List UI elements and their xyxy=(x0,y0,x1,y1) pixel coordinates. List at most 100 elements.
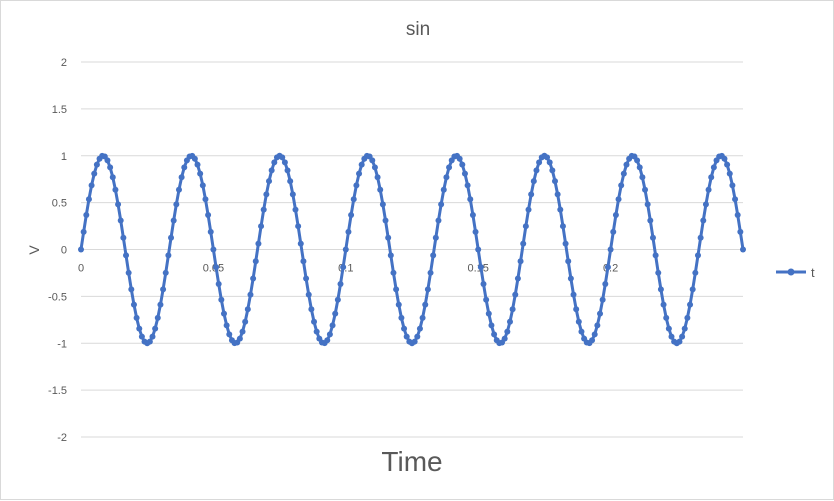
data-point xyxy=(567,275,574,282)
data-point xyxy=(520,240,527,247)
legend: t xyxy=(776,265,815,280)
data-point xyxy=(123,252,130,259)
data-point xyxy=(602,281,609,288)
data-point xyxy=(740,246,746,253)
data-point xyxy=(668,333,675,340)
data-point xyxy=(239,328,246,335)
data-point xyxy=(287,178,294,185)
data-point xyxy=(679,333,686,340)
data-point xyxy=(138,333,145,340)
data-point xyxy=(485,310,492,317)
data-point xyxy=(308,306,315,313)
data-point xyxy=(681,325,688,332)
data-point xyxy=(562,240,569,247)
data-point xyxy=(522,223,529,230)
data-point xyxy=(726,170,733,177)
data-point xyxy=(220,310,227,317)
series-layer xyxy=(78,152,746,347)
data-point xyxy=(427,269,434,276)
data-point xyxy=(446,164,453,171)
y-tick-label: 0 xyxy=(61,245,67,257)
data-point xyxy=(252,258,259,265)
data-point xyxy=(260,206,267,213)
y-tick-label: -1 xyxy=(57,338,67,350)
data-point xyxy=(197,170,204,177)
data-point xyxy=(660,301,667,308)
data-point xyxy=(83,211,90,218)
data-point xyxy=(311,318,318,325)
data-point xyxy=(175,186,182,193)
data-point xyxy=(424,286,431,293)
x-tick-label: 0.2 xyxy=(603,263,618,275)
data-point xyxy=(655,269,662,276)
data-point xyxy=(104,157,111,164)
data-point xyxy=(345,228,352,235)
data-point xyxy=(546,159,553,166)
data-point xyxy=(419,314,426,321)
data-point xyxy=(329,322,336,329)
data-point xyxy=(612,211,619,218)
y-tick-label: -2 xyxy=(57,432,67,444)
data-point xyxy=(702,201,709,208)
data-point xyxy=(88,182,95,189)
data-point xyxy=(528,191,535,198)
data-point xyxy=(459,161,466,168)
data-point xyxy=(705,186,712,193)
data-point xyxy=(403,333,410,340)
data-point xyxy=(236,335,243,342)
data-point xyxy=(604,264,611,271)
data-point xyxy=(374,174,381,181)
data-point xyxy=(514,275,521,282)
data-point xyxy=(512,291,519,298)
data-point xyxy=(557,206,564,213)
data-point xyxy=(393,286,400,293)
data-point xyxy=(152,325,159,332)
data-point xyxy=(422,301,429,308)
data-point xyxy=(390,269,397,276)
chart-title: sin xyxy=(406,19,430,40)
data-point xyxy=(342,246,349,253)
data-point xyxy=(125,269,132,276)
data-point xyxy=(597,310,604,317)
data-point xyxy=(517,258,524,265)
data-point xyxy=(358,161,365,168)
data-point xyxy=(305,291,312,298)
data-point xyxy=(697,234,704,241)
data-point xyxy=(115,201,122,208)
data-point xyxy=(332,310,339,317)
data-point xyxy=(636,164,643,171)
data-point xyxy=(724,161,731,168)
data-point xyxy=(477,264,484,271)
data-point xyxy=(501,335,508,342)
data-point xyxy=(694,252,701,259)
legend-label: t xyxy=(811,265,815,280)
data-point xyxy=(657,286,664,293)
data-point xyxy=(469,211,476,218)
data-point xyxy=(223,322,230,329)
data-point xyxy=(732,196,739,203)
data-point xyxy=(395,301,402,308)
data-point xyxy=(250,275,257,282)
data-point xyxy=(443,174,450,181)
data-point xyxy=(387,252,394,259)
data-point xyxy=(207,228,214,235)
data-point xyxy=(120,234,127,241)
data-point xyxy=(663,314,670,321)
data-point xyxy=(623,161,630,168)
data-point xyxy=(483,296,490,303)
data-point xyxy=(78,246,84,253)
data-point xyxy=(271,159,278,166)
data-point xyxy=(326,331,333,338)
data-point xyxy=(734,211,741,218)
gridlines xyxy=(81,61,743,438)
data-point xyxy=(379,201,386,208)
data-point xyxy=(634,157,641,164)
data-point xyxy=(205,211,212,218)
data-point xyxy=(475,246,482,253)
x-axis-label: Time xyxy=(381,446,442,477)
data-point xyxy=(652,252,659,259)
data-point xyxy=(324,337,331,344)
data-point xyxy=(160,286,167,293)
